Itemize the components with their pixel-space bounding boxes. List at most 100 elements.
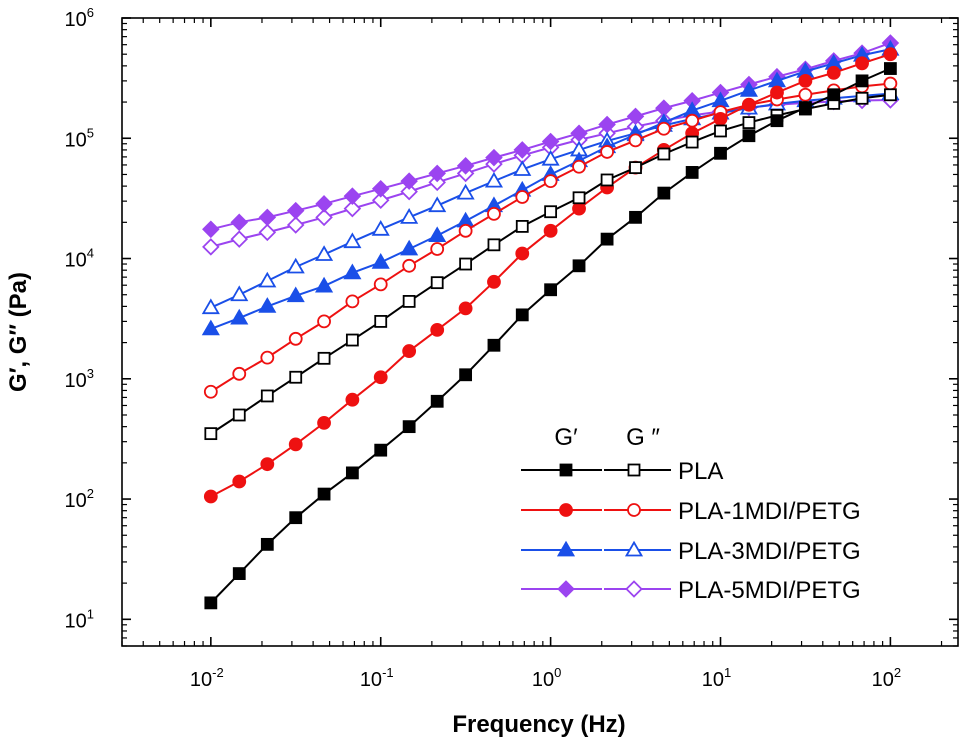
- pla-g-double-prime-point: [883, 88, 897, 102]
- pla-1mdi-petg-g-prime-point: [543, 223, 558, 238]
- pla-3mdi-petg-g-double-prime-point: [230, 285, 249, 302]
- pla-1mdi-petg-g-prime-point: [798, 73, 813, 88]
- pla-3mdi-petg-g-double-prime-point: [456, 183, 475, 200]
- pla-5mdi-petg-g-double-prime-point: [315, 208, 333, 227]
- pla-g-double-prime-point: [459, 257, 473, 271]
- pla-g-double-prime-point: [855, 91, 869, 105]
- pla-g-double-prime-point: [317, 351, 331, 365]
- pla-1mdi-petg-g-prime-point: [515, 246, 530, 261]
- pla-g-double-prime-point: [374, 315, 388, 328]
- axis-ticks: 10-2 10-1 100 101 102 101 102 103 104 105 106: [65, 5, 958, 691]
- pla-1mdi-petg-g-prime-point: [572, 201, 586, 216]
- pla-3mdi-petg-g-double-prime-point: [484, 171, 504, 188]
- pla-g-prime-point: [855, 74, 869, 88]
- data-series: [201, 34, 900, 610]
- pla-1mdi-petg-g-double-prime-point: [628, 133, 643, 148]
- pla-1mdi-petg-g-prime-point: [742, 97, 756, 112]
- x-axis-title: Frequency (Hz): [452, 711, 625, 738]
- pla-1mdi-petg-g-prime-point: [826, 65, 841, 80]
- x-tick-label: 101: [702, 665, 731, 691]
- pla-1mdi-petg-g-double-prime-point: [515, 190, 530, 204]
- legend-marker-g-prime: [557, 580, 575, 598]
- legend-marker-g-double-prime: [627, 463, 641, 477]
- pla-1mdi-petg-g-prime-point: [770, 85, 784, 100]
- pla-1mdi-petg-g-prime-point: [458, 301, 473, 316]
- pla-5mdi-petg-g-double-prime-point: [428, 173, 446, 192]
- pla-5mdi-petg-g-double-prime-point: [258, 223, 277, 242]
- pla-1mdi-petg-g-double-prime-point: [458, 223, 473, 238]
- pla-3mdi-petg-g-prime-point: [286, 286, 305, 303]
- pla-g-prime-point: [459, 368, 473, 382]
- y-tick-label: 102: [65, 486, 94, 512]
- pla-g-prime-point: [204, 596, 218, 610]
- pla-5mdi-petg-g-prime-point: [315, 195, 333, 213]
- legend-label: PLA-1MDI/PETG: [678, 498, 861, 525]
- pla-3mdi-petg-g-prime-point: [258, 297, 277, 313]
- pla-1mdi-petg-g-double-prime-point: [260, 350, 275, 365]
- pla-g-double-prime-point: [289, 370, 303, 384]
- pla-5mdi-petg-g-double-prime-point: [400, 182, 418, 201]
- pla-5mdi-petg-g-double-prime-point: [202, 238, 220, 256]
- pla-1mdi-petg-g-double-prime-point: [572, 159, 586, 174]
- legend: G′ G ″ PLA PLA-1MDI/PETG PLA-3MDI/PETG PLA-…: [521, 424, 861, 604]
- pla-5mdi-petg-g-prime-point: [286, 201, 305, 220]
- legend-marker-g-double-prime: [627, 503, 641, 517]
- pla-g-double-prime-point: [515, 219, 529, 233]
- x-tick-label: 102: [872, 665, 901, 691]
- pla-1mdi-petg-g-prime-point: [345, 392, 360, 407]
- legend-marker-g-double-prime: [625, 580, 643, 598]
- pla-1mdi-petg-g-prime-point: [487, 274, 501, 289]
- pla-1mdi-petg-g-prime-point: [288, 437, 303, 452]
- pla-3mdi-petg-g-double-prime-point: [371, 219, 390, 236]
- legend-item-pla-1mdi-petg: PLA-1MDI/PETG: [521, 498, 861, 525]
- pla-g-double-prime-point: [402, 295, 416, 308]
- pla-g-prime-point: [430, 394, 444, 408]
- pla-5mdi-petg-g-prime-point: [202, 220, 220, 239]
- pla-1mdi-petg-g-double-prime-point: [345, 294, 360, 309]
- pla-1mdi-petg-g-double-prime-point: [430, 242, 445, 256]
- legend-header-g-prime: G′: [554, 424, 578, 451]
- pla-g-prime-point: [232, 567, 246, 580]
- pla-3mdi-petg-g-prime-point: [371, 253, 390, 269]
- pla-5mdi-petg-g-double-prime-point: [286, 216, 305, 234]
- y-tick-label: 103: [65, 366, 94, 392]
- pla-g-double-prime-point: [345, 333, 359, 347]
- pla-1mdi-petg-g-prime-point: [430, 322, 445, 337]
- x-tick-label: 10-1: [360, 665, 394, 691]
- pla-5mdi-petg-g-prime-point: [230, 213, 249, 232]
- pla-1mdi-petg-g-prime-point: [260, 457, 275, 472]
- legend-label: PLA-5MDI/PETG: [678, 577, 861, 604]
- pla-g-prime-point: [345, 466, 359, 480]
- legend-marker-g-prime: [559, 503, 573, 517]
- legend-label: PLA-3MDI/PETG: [678, 538, 861, 565]
- pla-3mdi-petg-g-prime-point: [400, 239, 419, 256]
- pla-g-prime-point: [798, 101, 812, 114]
- pla-1mdi-petg-g-prime-point: [713, 111, 728, 126]
- pla-g-prime-point: [260, 537, 274, 551]
- pla-5mdi-petg-g-prime-point: [456, 157, 475, 175]
- legend-item-pla: PLA: [521, 458, 723, 485]
- pla-g-prime-point: [402, 420, 416, 434]
- pla-g-prime-point: [487, 338, 501, 352]
- pla-5mdi-petg-g-double-prime-point: [371, 191, 390, 210]
- pla-g-prime-point: [600, 232, 614, 246]
- pla-g-double-prime-point: [544, 205, 558, 219]
- pla-3mdi-petg-g-double-prime-point: [315, 245, 334, 261]
- pla-5mdi-petg-g-prime-point: [428, 164, 446, 183]
- pla-1mdi-petg-g-double-prime-point: [543, 174, 558, 189]
- pla-5mdi-petg-g-double-prime-point: [343, 199, 362, 218]
- pla-3mdi-petg-g-double-prime-point: [513, 160, 532, 176]
- pla-3mdi-petg-g-double-prime-line: [210, 92, 891, 309]
- pla-g-double-prime-point: [657, 147, 671, 161]
- pla-3mdi-petg-g-prime-point: [201, 319, 220, 336]
- pla-5mdi-petg-g-prime-point: [371, 180, 390, 198]
- pla-3mdi-petg-g-prime-point: [315, 276, 334, 293]
- legend-header-g-double-prime: G ″: [626, 424, 660, 451]
- pla-1mdi-petg-g-prime-line: [210, 53, 891, 498]
- pla-g-prime-point: [629, 210, 642, 224]
- pla-3mdi-petg-g-double-prime-point: [428, 196, 447, 213]
- pla-3mdi-petg-g-double-prime-point: [201, 298, 220, 315]
- legend-item-pla-5mdi-petg: PLA-5MDI/PETG: [521, 577, 861, 604]
- pla-1mdi-petg-g-prime-point: [203, 489, 218, 504]
